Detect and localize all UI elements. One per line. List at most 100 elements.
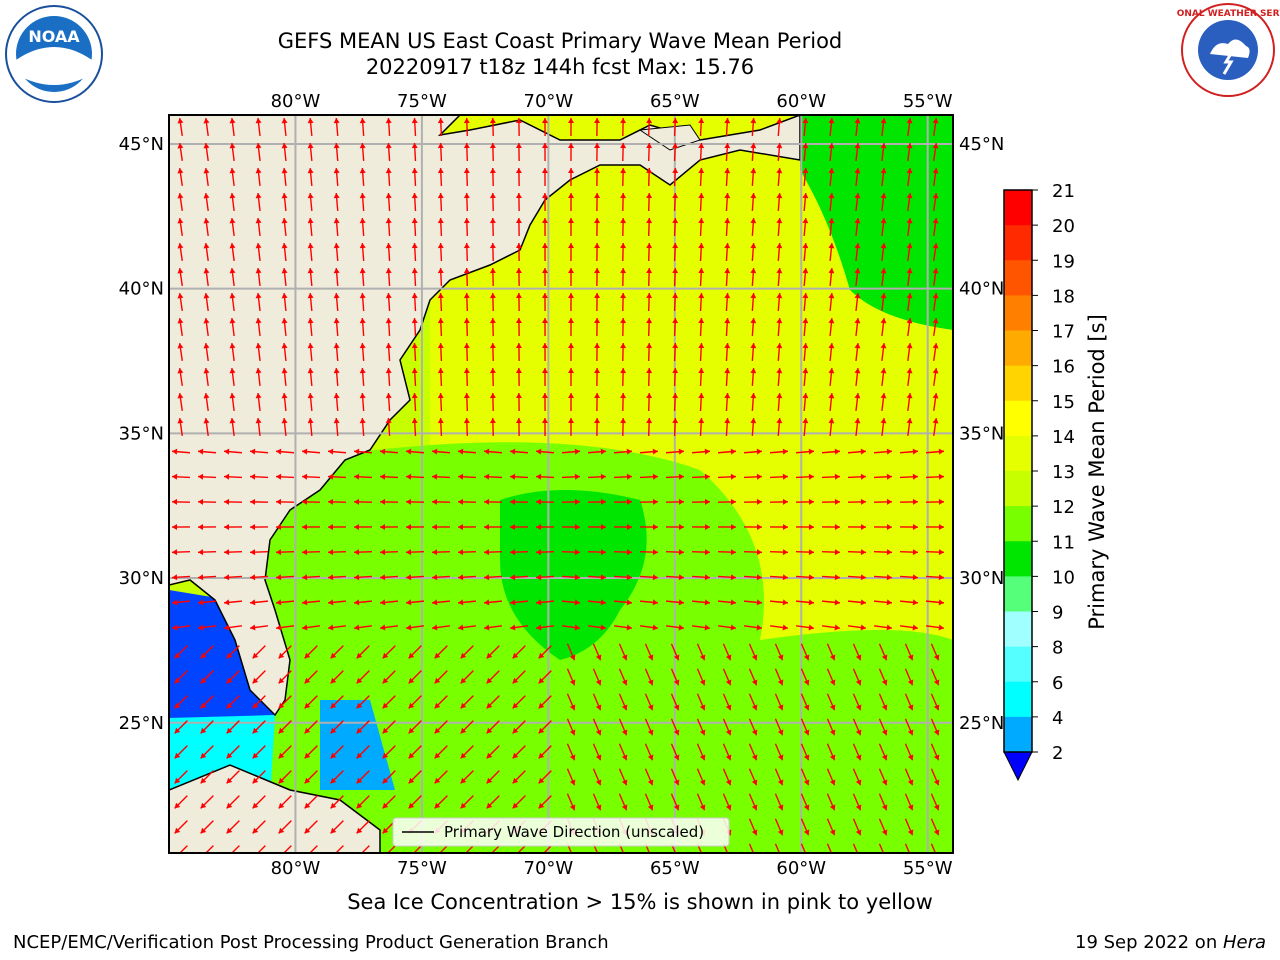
wave-arrow-head <box>829 704 836 711</box>
wave-arrow-head <box>330 777 337 784</box>
wave-arrow-head <box>777 654 784 661</box>
wave-arrow-head <box>515 268 522 274</box>
wave-arrow-head <box>802 243 809 249</box>
wave-arrow-head <box>226 752 233 759</box>
wave-arrow-head <box>569 704 576 711</box>
wave-arrow-head <box>281 368 288 374</box>
wave-arrow-head <box>250 498 256 505</box>
wave-arrow-head <box>385 343 392 349</box>
map-title: GEFS MEAN US East Coast Primary Wave Mea… <box>277 29 843 53</box>
wave-arrow-head <box>177 368 184 374</box>
wave-arrow-head <box>756 549 762 556</box>
wave-arrow-head <box>855 729 862 736</box>
wave-arrow-head <box>229 293 236 299</box>
wave-arrow-head <box>621 654 628 661</box>
wave-arrow-head <box>307 168 314 174</box>
wave-arrow-head <box>724 343 731 349</box>
wave-arrow-head <box>281 293 288 299</box>
wave-arrow-head <box>359 143 366 149</box>
wave-arrow-head <box>834 473 840 480</box>
wave-arrow-head <box>200 677 207 684</box>
footer-left: NCEP/EMC/Verification Post Processing Pr… <box>13 932 609 953</box>
wave-arrow-head <box>281 118 288 124</box>
wave-arrow-head <box>906 118 913 124</box>
wave-arrow-head <box>356 777 363 784</box>
wave-arrow-head <box>486 777 493 784</box>
wave-arrow-head <box>880 218 887 224</box>
wave-arrow-head <box>541 143 548 149</box>
wave-arrow-head <box>652 448 658 455</box>
wave-arrow-head <box>411 218 418 224</box>
wave-arrow-head <box>756 599 762 606</box>
wave-arrow-head <box>200 702 207 709</box>
wave-arrow-head <box>224 473 230 480</box>
wave-arrow-head <box>229 243 236 249</box>
wave-arrow-head <box>678 599 684 606</box>
wave-arrow-head <box>932 168 939 174</box>
wave-arrow-head <box>250 448 256 455</box>
wave-arrow-head <box>484 624 490 631</box>
wave-arrow-head <box>906 218 913 224</box>
wave-arrow-head <box>437 343 444 349</box>
wave-arrow-head <box>803 654 810 661</box>
wave-arrow-head <box>489 418 496 424</box>
wave-arrow-head <box>880 343 887 349</box>
wave-arrow-head <box>406 574 412 581</box>
wave-arrow-head <box>510 599 516 606</box>
wave-arrow-head <box>463 393 470 399</box>
wave-arrow-head <box>307 318 314 324</box>
wave-arrow-head <box>411 343 418 349</box>
wave-arrow-head <box>250 549 256 556</box>
wave-arrow-head <box>278 652 285 659</box>
colorbar-segment <box>1004 611 1032 648</box>
wave-arrow-head <box>802 293 809 299</box>
wave-arrow-head <box>698 143 705 149</box>
wave-arrow-head <box>568 343 575 349</box>
wave-arrow-head <box>359 293 366 299</box>
wave-arrow-head <box>281 243 288 249</box>
wave-arrow-head <box>594 168 601 174</box>
wave-arrow-head <box>756 498 762 505</box>
wave-arrow-head <box>724 218 731 224</box>
wave-arrow-head <box>255 118 262 124</box>
wave-arrow-head <box>880 143 887 149</box>
wave-arrow-head <box>432 599 438 606</box>
wave-arrow-head <box>359 268 366 274</box>
wave-arrow-head <box>458 473 464 480</box>
wave-arrow-head <box>330 752 337 759</box>
wave-arrow-head <box>802 343 809 349</box>
wave-arrow-head <box>541 118 548 124</box>
wave-arrow-head <box>698 368 705 374</box>
wave-arrow-head <box>380 574 386 581</box>
wave-arrow-head <box>484 549 490 556</box>
wave-arrow-head <box>594 343 601 349</box>
wave-arrow-head <box>437 293 444 299</box>
wave-arrow-head <box>432 524 438 531</box>
wave-arrow-head <box>568 243 575 249</box>
lat-label-right: 30°N <box>959 568 1004 589</box>
wave-arrow-head <box>252 827 259 834</box>
wave-arrow-head <box>333 118 340 124</box>
wave-arrow-head <box>172 524 178 531</box>
wave-arrow-head <box>307 368 314 374</box>
wave-arrow-head <box>252 677 259 684</box>
wave-arrow-head <box>406 473 412 480</box>
wave-arrow-head <box>776 193 783 199</box>
wave-arrow-head <box>750 418 757 424</box>
colorbar-segment <box>1004 365 1032 402</box>
wave-arrow-head <box>177 193 184 199</box>
wave-arrow-head <box>203 168 210 174</box>
wave-arrow-head <box>594 268 601 274</box>
wave-arrow-head <box>756 524 762 531</box>
lat-labels-left: 45°N 40°N 35°N 30°N 25°N <box>119 134 164 734</box>
wave-arrow-head <box>408 752 415 759</box>
wave-arrow-head <box>536 549 542 556</box>
wave-arrow-head <box>730 599 736 606</box>
wave-arrow-head <box>829 654 836 661</box>
wave-arrow-head <box>600 448 606 455</box>
lat-label-left: 25°N <box>119 713 164 734</box>
wave-arrow-head <box>385 393 392 399</box>
wave-arrow-head <box>198 624 204 631</box>
wave-arrow-head <box>647 654 654 661</box>
wave-arrow-head <box>828 243 835 249</box>
